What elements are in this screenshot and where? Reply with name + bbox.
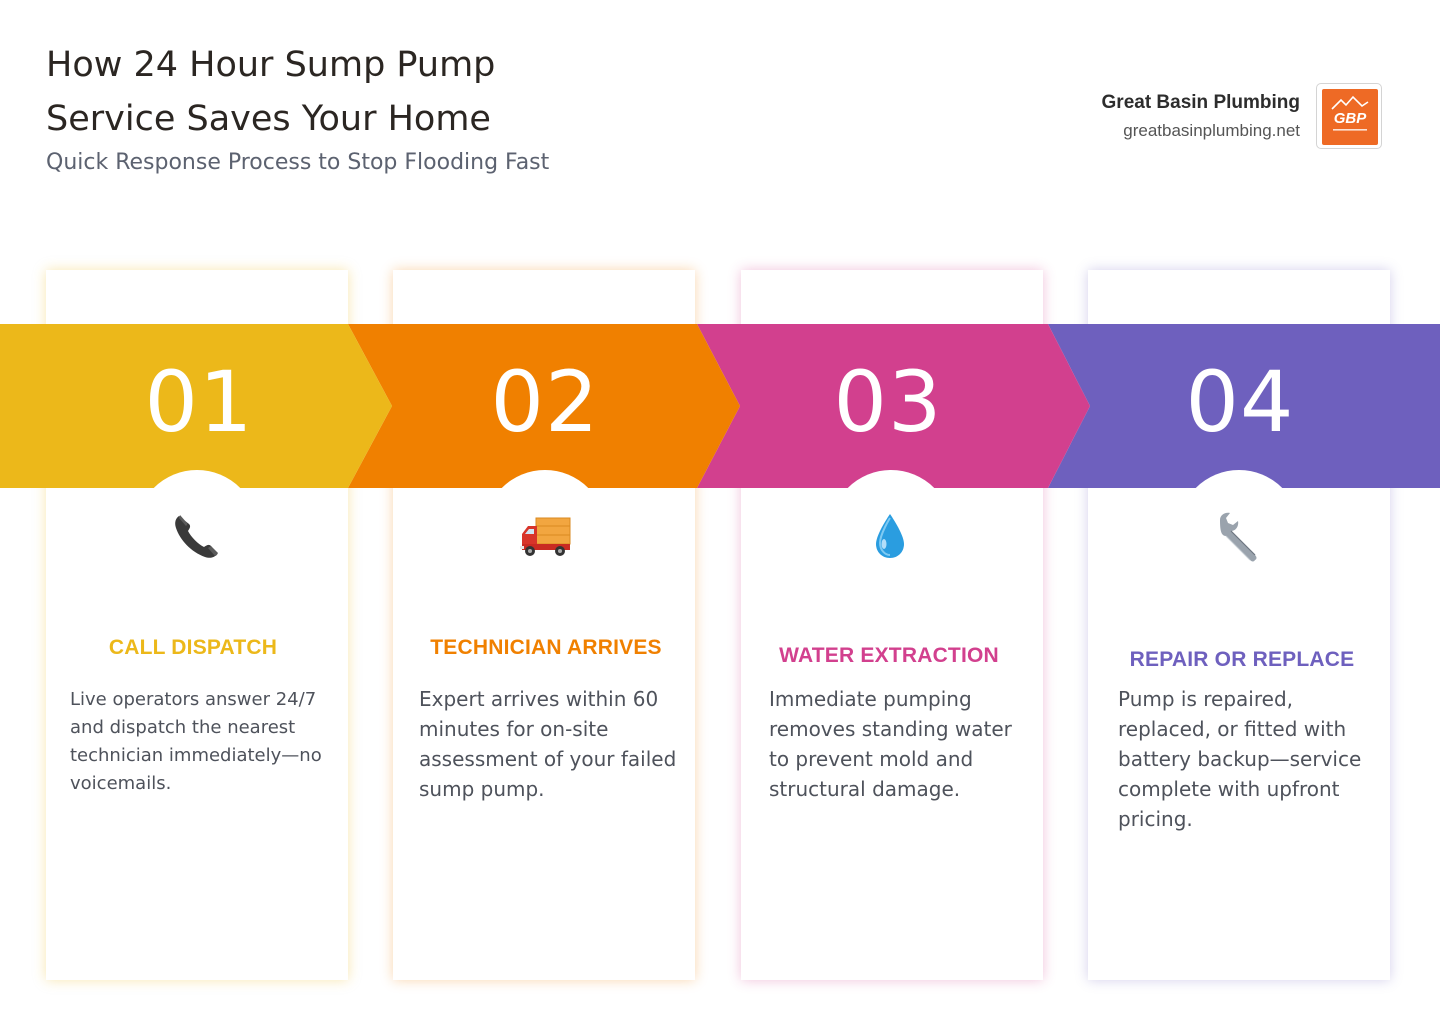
gbp-logo-icon: GBP	[1322, 89, 1378, 145]
truck-icon	[520, 517, 571, 556]
step-description-3: Immediate pumping removes standing water…	[769, 687, 1012, 801]
arrow-segment-3	[697, 324, 1090, 488]
step-title-4: REPAIR OR REPLACE	[1129, 648, 1355, 671]
step-title-1: CALL DISPATCH	[108, 636, 278, 659]
water-drop-icon	[876, 514, 904, 558]
step-number-4: 04	[1185, 353, 1295, 451]
icon-circle-1	[136, 470, 258, 592]
step-description-2: Expert arrives within 60 minutes for on-…	[419, 687, 677, 801]
brand-block: Great Basin Plumbing greatbasinplumbing.…	[1102, 90, 1300, 144]
arrow-segment-2	[348, 324, 740, 488]
step-title-3: WATER EXTRACTION	[779, 644, 999, 667]
step-number-3: 03	[833, 353, 943, 451]
arrow-segment-4	[1048, 324, 1440, 488]
step-description-4: Pump is repaired, replaced, or fitted wi…	[1118, 687, 1362, 831]
wrench-icon	[1220, 512, 1257, 562]
logo-text: GBP	[1334, 110, 1368, 127]
brand-name: Great Basin Plumbing	[1101, 92, 1300, 113]
page-title: How 24 Hour Sump Pump Service Saves Your…	[46, 45, 496, 139]
page-subtitle: Quick Response Process to Stop Flooding …	[46, 150, 550, 175]
phone-icon	[175, 515, 218, 558]
step-number-1: 01	[144, 353, 254, 451]
icon-circle-4	[1178, 470, 1300, 592]
process-arrow-band	[0, 324, 1440, 488]
arrow-segment-1	[0, 324, 392, 488]
brand-logo[interactable]: GBP	[1316, 83, 1382, 149]
step-title-2: TECHNICIAN ARRIVES	[430, 636, 662, 659]
step-number-2: 02	[490, 353, 600, 451]
brand-url[interactable]: greatbasinplumbing.net	[1123, 121, 1300, 140]
step-description-1: Live operators answer 24/7 and dispatch …	[70, 689, 322, 794]
